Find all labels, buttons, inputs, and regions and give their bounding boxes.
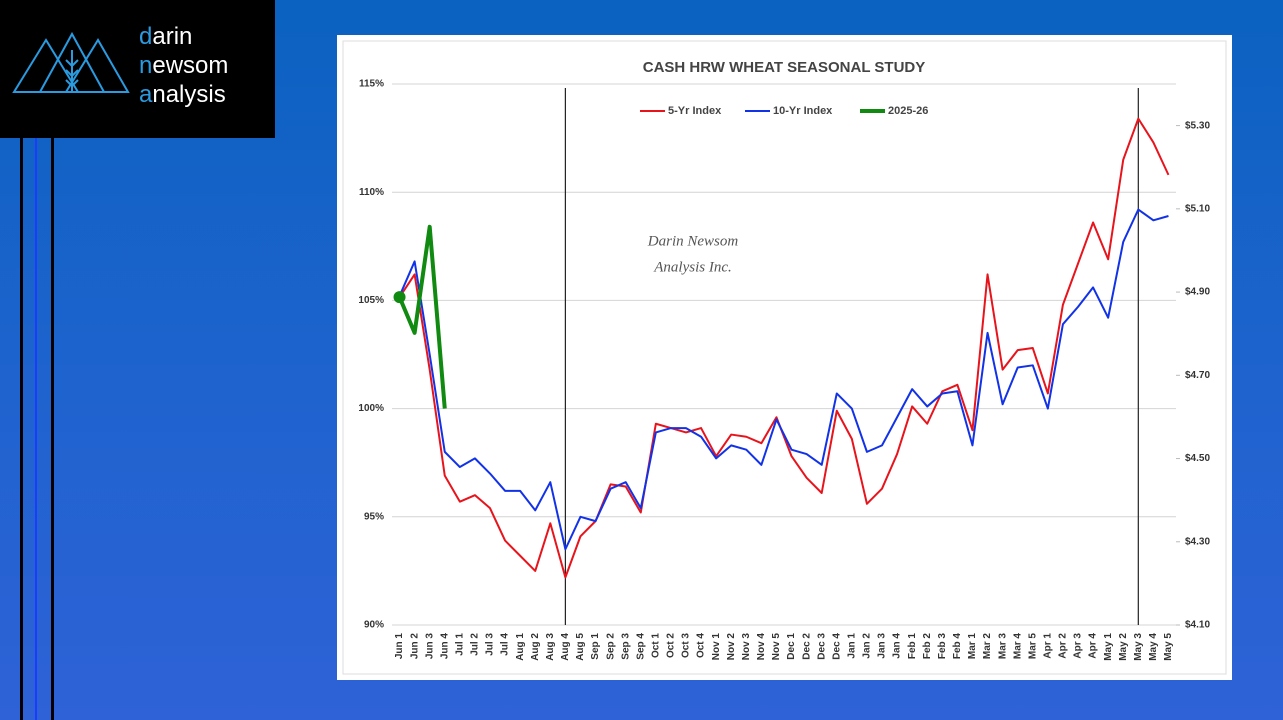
x-tick-label: Jun 3 [424,633,435,660]
x-tick-label: Sep 1 [590,633,601,660]
y2-tick-label: $5.10 [1185,203,1210,214]
y2-tick-label: $4.90 [1185,287,1210,298]
decor-bar [20,138,23,720]
x-tick-label: Oct 1 [650,633,661,658]
y2-tick-label: $4.70 [1185,370,1210,381]
x-tick-label: May 2 [1118,633,1129,661]
x-tick-label: Nov 3 [741,633,752,661]
x-tick-label: Aug 1 [515,633,526,661]
x-tick-label: Feb 2 [922,633,933,660]
x-tick-label: May 1 [1103,633,1114,661]
x-tick-label: Jul 4 [500,633,511,656]
y-tick-label: 90% [364,620,384,631]
x-tick-label: Jun 2 [409,633,420,660]
x-tick-label: Jul 2 [470,633,481,656]
x-tick-label: May 4 [1148,633,1159,661]
x-tick-label: Nov 2 [726,633,737,661]
watermark: Analysis Inc. [653,259,731,275]
y2-tick-label: $4.10 [1185,620,1210,631]
x-tick-label: Apr 3 [1073,633,1084,659]
x-tick-label: Apr 1 [1042,633,1053,659]
series-line [398,208,1169,551]
x-tick-label: Aug 3 [545,633,556,661]
x-tick-label: May 5 [1163,633,1174,661]
chart-border [342,40,1227,675]
chart-card [337,35,1232,680]
x-tick-label: Nov 5 [771,633,782,661]
logo-word: analysis [139,81,226,108]
x-tick-label: Feb 3 [937,633,948,660]
legend-label: 10-Yr Index [773,105,833,117]
legend-label: 2025-26 [888,105,928,117]
x-tick-label: Mar 1 [967,633,978,660]
x-tick-label: Apr 4 [1088,633,1099,659]
y-tick-label: 105% [358,295,384,306]
watermark: Darin Newsom [647,233,739,249]
y-tick-label: 115% [359,79,384,90]
x-tick-label: Jun 4 [439,633,450,660]
x-tick-label: Aug 2 [530,633,541,661]
y2-tick-label: $4.30 [1185,536,1210,547]
x-tick-label: Feb 4 [952,633,963,660]
x-tick-label: Oct 4 [696,633,707,658]
x-tick-label: Jan 2 [862,633,873,659]
legend-label: 5-Yr Index [668,105,722,117]
logo-word: newsom [139,52,228,79]
x-tick-label: Mar 5 [1027,633,1038,660]
x-tick-label: Sep 3 [620,633,631,660]
x-tick-label: Mar 2 [982,633,993,660]
x-tick-label: Sep 4 [635,633,646,660]
series-dot [393,291,406,304]
x-tick-label: Jul 1 [454,633,465,656]
x-tick-label: Jan 1 [846,633,857,659]
logo-mark [12,31,130,93]
x-tick-label: Dec 4 [831,633,842,660]
x-tick-label: Nov 4 [756,633,767,661]
x-tick-label: Dec 1 [786,633,797,660]
x-tick-label: Oct 3 [681,633,692,658]
decor-bar [51,138,54,720]
y2-tick-label: $4.50 [1185,453,1210,464]
x-tick-label: Aug 4 [560,633,571,661]
x-tick-label: Jan 4 [892,633,903,659]
x-tick-label: Jul 3 [485,633,496,656]
x-tick-label: Feb 1 [907,633,918,660]
y-tick-label: 110% [359,187,384,198]
x-tick-label: Mar 4 [1012,633,1023,660]
x-tick-label: Apr 2 [1058,633,1069,659]
logo: darin newsom analysis [0,0,275,138]
series-line [397,224,447,409]
x-tick-label: Jun 1 [394,633,405,660]
x-tick-label: Jan 3 [877,633,888,659]
x-tick-label: Dec 3 [816,633,827,660]
y2-tick-label: $5.30 [1185,120,1210,131]
x-tick-label: Dec 2 [801,633,812,660]
y-tick-label: 100% [358,403,384,414]
x-tick-label: May 3 [1133,633,1144,661]
x-tick-label: Mar 3 [997,633,1008,660]
logo-word: darin [139,23,192,50]
x-tick-label: Aug 5 [575,633,586,661]
series-line [398,117,1170,579]
y-tick-label: 95% [364,511,384,522]
decor-bar [35,138,37,720]
x-tick-label: Nov 1 [711,633,722,661]
x-tick-label: Oct 2 [666,633,677,658]
chart-title: CASH HRW WHEAT SEASONAL STUDY [643,59,926,76]
x-tick-label: Sep 2 [605,633,616,660]
